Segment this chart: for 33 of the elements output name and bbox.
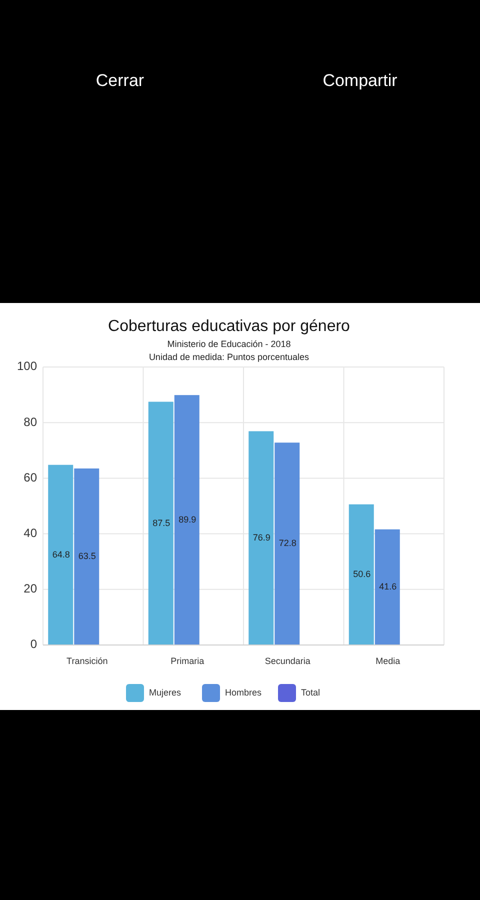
legend-label: Hombres [225,687,262,698]
chart-title: Coberturas educativas por género [108,318,350,335]
data-label: 72.8 [278,538,296,548]
data-label: 50.6 [353,569,371,580]
x-tick-label: Primaria [170,656,204,666]
data-label: 41.6 [379,582,397,592]
y-tick-label: 20 [24,582,38,596]
x-tick-label: Transición [66,656,108,666]
data-label: 87.5 [152,518,170,528]
bar [148,402,174,645]
chart-subtitle: Ministerio de Educación - 2018 Unidad de medida: Puntos porcentuales [148,339,310,362]
y-tick-label: 80 [24,414,38,429]
bar [74,468,100,645]
bar [248,431,274,645]
y-tick-label: 100 [16,359,38,374]
bar [348,504,374,645]
data-label: 76.9 [252,532,270,542]
legend-label: Mujeres [149,687,182,698]
bar [274,442,300,645]
text: Cerrar [96,71,144,90]
bar [374,529,400,645]
data-label: 64.8 [52,549,70,560]
data-label: 63.5 [78,551,96,562]
bar [174,395,200,645]
y-tick-label: 60 [24,470,38,484]
bar [48,464,74,645]
y-tick-label: 40 [24,526,38,540]
legend-label: Total [301,687,320,698]
y-tick-label: 0 [30,637,38,652]
data-label: 89.9 [178,514,196,524]
x-tick-label: Secundaria [264,656,310,666]
x-tick-label: Media [376,656,400,666]
text: Compartir [322,71,398,90]
